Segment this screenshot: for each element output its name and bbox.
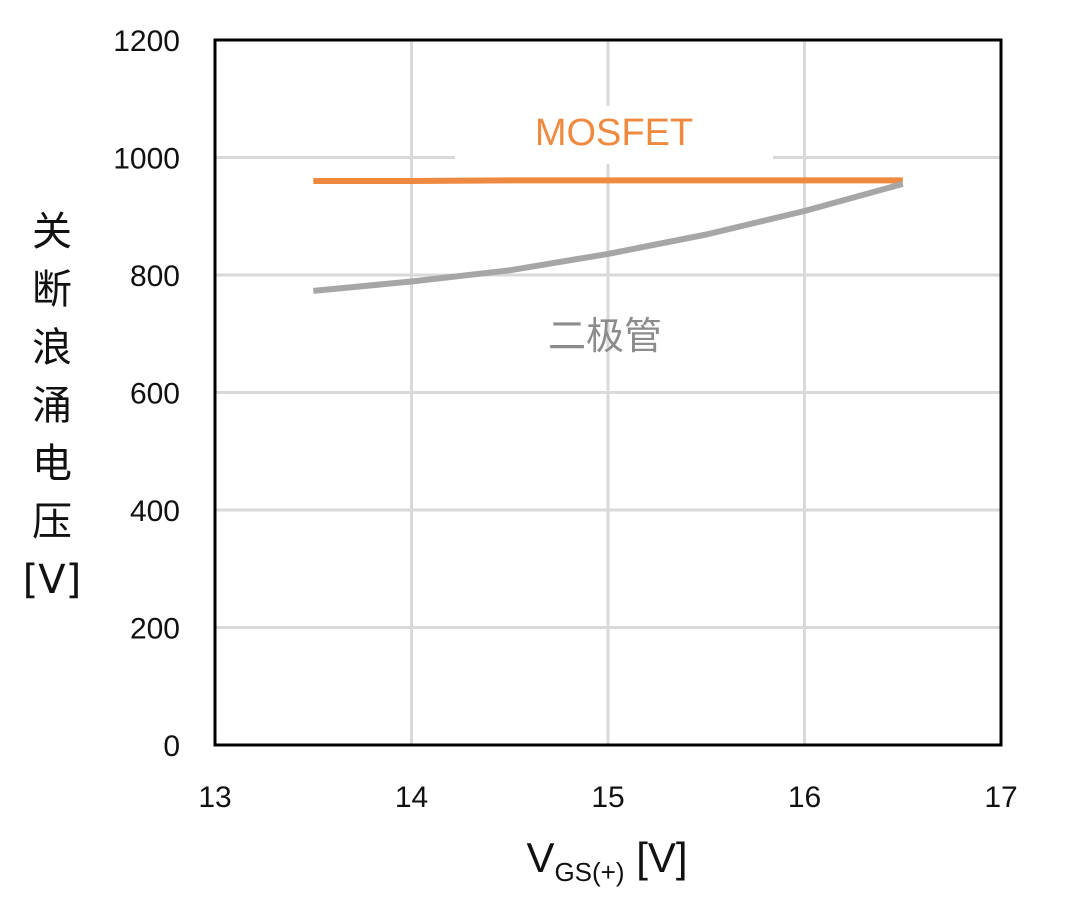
x-axis-label: VGS(+) [V] — [526, 834, 687, 887]
x-axis-label-subscript: GS(+) — [554, 857, 624, 887]
series-line-mosfet — [313, 177, 903, 184]
series-label-background — [455, 106, 773, 164]
series-label-diode: 二极管 — [548, 316, 662, 358]
y-axis-label-char: 关 — [32, 209, 72, 255]
plot-frame — [213, 38, 1003, 747]
y-axis-label-char: 浪 — [32, 325, 72, 371]
y-tick-label: 800 — [130, 260, 180, 293]
x-axis-label-main: V — [526, 834, 554, 881]
x-tick-labels: 13 14 15 16 17 — [198, 781, 1017, 814]
y-tick-label: 400 — [130, 495, 180, 528]
y-axis-label-char: 涌 — [32, 383, 72, 429]
y-tick-labels: 0 200 400 600 800 1000 1200 — [113, 25, 180, 763]
y-tick-label: 600 — [130, 378, 180, 411]
y-axis-label-char: 电 — [32, 441, 72, 487]
y-axis-label-char: 断 — [32, 267, 72, 313]
y-tick-label: 0 — [163, 730, 180, 763]
x-axis-label-unit: [V] — [625, 834, 688, 881]
series-label-mosfet: MOSFET — [535, 112, 693, 154]
series-lines — [313, 106, 904, 294]
x-tick-label: 13 — [198, 781, 231, 814]
y-tick-label: 200 — [130, 613, 180, 646]
y-tick-label: 1200 — [113, 25, 180, 58]
x-tick-label: 14 — [395, 781, 428, 814]
series-line-diode — [313, 181, 904, 294]
x-tick-label: 15 — [591, 781, 624, 814]
y-axis-label-char: [V] — [23, 557, 82, 603]
y-tick-label: 1000 — [113, 143, 180, 176]
x-tick-label: 17 — [984, 781, 1017, 814]
y-axis-label-char: 压 — [32, 499, 72, 545]
x-tick-label: 16 — [788, 781, 821, 814]
